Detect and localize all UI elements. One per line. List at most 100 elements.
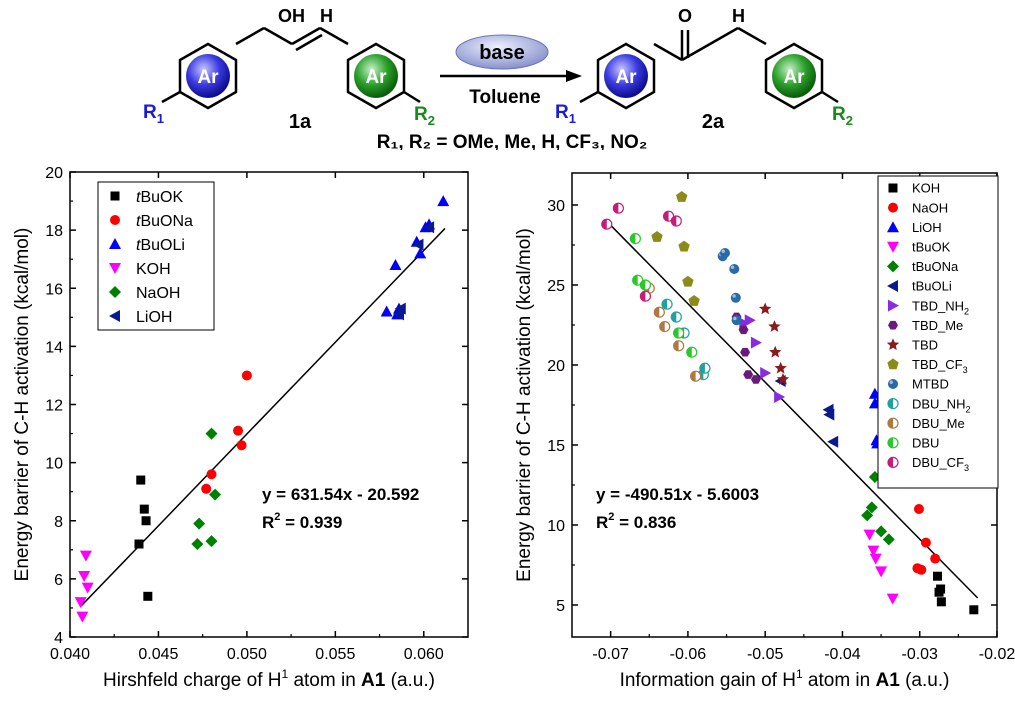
y-tick-label: 20 bbox=[547, 358, 565, 375]
y-tick-label: 4 bbox=[54, 630, 63, 647]
legend-item: tBuOLi bbox=[109, 237, 185, 254]
legend-item: TBD_CF3 bbox=[887, 357, 968, 375]
y-tick-label: 16 bbox=[45, 281, 63, 298]
legend-box bbox=[877, 175, 999, 489]
base-label: base bbox=[479, 42, 525, 64]
legend-item: TBD_Me bbox=[888, 318, 963, 333]
reaction-scheme: Ar R1 OH H Ar R2 1a base Toluene Ar R1 O bbox=[143, 6, 853, 150]
x-tick-label: 0.060 bbox=[404, 646, 444, 663]
data-point bbox=[673, 327, 685, 339]
y-axis-ticks: 4 6 8 10 12 14 16 18 20 bbox=[45, 165, 468, 647]
fit-equation: y = 631.54x - 20.592 bbox=[262, 485, 419, 504]
legend-item: LiOH bbox=[887, 220, 942, 235]
legend-item: LiOH bbox=[109, 309, 172, 326]
data-point bbox=[423, 221, 435, 234]
legend-marker bbox=[887, 398, 899, 410]
series-KOH bbox=[74, 550, 94, 623]
legend-marker bbox=[886, 338, 900, 351]
data-point bbox=[768, 320, 781, 332]
legend-marker bbox=[887, 437, 899, 449]
y-axis-label: Energy barrier of C-H activation (kcal/m… bbox=[514, 228, 535, 582]
legend-marker bbox=[888, 183, 898, 193]
data-point bbox=[869, 553, 882, 565]
data-point bbox=[201, 483, 212, 494]
legend-label: KOH bbox=[912, 181, 940, 196]
legend-label: DBU_CF3 bbox=[912, 455, 969, 473]
aryl-ring-left bbox=[604, 54, 648, 98]
series-DBU bbox=[629, 232, 698, 358]
data-point bbox=[688, 295, 700, 306]
o-label: O bbox=[678, 6, 692, 26]
data-point bbox=[731, 315, 742, 326]
data-point bbox=[639, 279, 652, 291]
legend-label: tBuONa bbox=[912, 259, 959, 274]
x-axis-ticks: 0.040 0.045 0.050 0.055 0.060 bbox=[50, 172, 444, 663]
data-point bbox=[936, 597, 946, 607]
data-point bbox=[699, 362, 711, 374]
r2-label: R2 bbox=[414, 104, 435, 128]
legend-item: MTBD bbox=[888, 377, 949, 392]
aryl-ring-left bbox=[186, 54, 230, 98]
y-tick-label: 25 bbox=[547, 278, 565, 295]
y-tick-label: 18 bbox=[45, 223, 63, 240]
data-point bbox=[601, 218, 613, 230]
data-point bbox=[776, 372, 790, 385]
y-tick-label: 20 bbox=[45, 165, 63, 182]
legend-marker bbox=[887, 260, 899, 273]
legend-item: tBuONa bbox=[887, 259, 959, 274]
data-point bbox=[720, 248, 730, 258]
chart-information-gain: -0.07 -0.06 -0.05 -0.04 -0.03 -0.02 5 10 15 20 25 3… bbox=[514, 172, 1015, 691]
chart-panel-hirshfeld: 0.040 0.045 0.050 0.055 0.060 4 6 8 10 12 14 16 18 20… bbox=[0, 150, 500, 704]
x-tick-label: 0.055 bbox=[315, 646, 355, 663]
legend-marker bbox=[888, 320, 898, 330]
data-point bbox=[141, 516, 151, 526]
legend-label: TBD_Me bbox=[912, 318, 963, 333]
series-NaOH bbox=[912, 504, 941, 575]
legend-label: tBuOK bbox=[136, 189, 183, 206]
r-squared: R2 = 0.939 bbox=[262, 511, 342, 532]
data-point bbox=[236, 440, 247, 451]
data-point bbox=[205, 535, 218, 548]
legend-label: TBD bbox=[912, 337, 938, 352]
data-point bbox=[437, 195, 450, 207]
series-MTBD bbox=[717, 248, 742, 326]
legend-marker bbox=[110, 191, 120, 201]
data-point bbox=[774, 391, 786, 403]
legend-item: KOH bbox=[888, 181, 940, 196]
legend-label: DBU_Me bbox=[912, 416, 965, 431]
legend-marker bbox=[888, 299, 899, 312]
data-point bbox=[760, 367, 772, 379]
y-tick-label: 15 bbox=[547, 438, 565, 455]
legend-item: DBU_Me bbox=[887, 416, 965, 431]
legend-label: TBD_NH2 bbox=[912, 298, 969, 316]
h-label-left: H bbox=[320, 6, 333, 26]
ring-label: Ar bbox=[365, 67, 387, 88]
y-tick-label: 6 bbox=[54, 572, 63, 589]
data-point bbox=[241, 370, 252, 381]
legend-marker bbox=[109, 310, 120, 322]
x-tick-label: 0.040 bbox=[50, 646, 90, 663]
data-point bbox=[882, 533, 895, 546]
r-squared: R2 = 0.836 bbox=[596, 511, 676, 532]
data-point bbox=[916, 564, 927, 575]
series-TBD_NH2 bbox=[739, 314, 786, 403]
fit-line bbox=[606, 220, 979, 599]
data-point bbox=[191, 538, 204, 550]
data-point bbox=[827, 435, 839, 448]
data-point bbox=[875, 566, 888, 578]
legend-label: TBD_CF3 bbox=[912, 357, 968, 375]
data-point bbox=[886, 593, 899, 605]
data-point bbox=[209, 488, 222, 501]
series-tBuONa bbox=[201, 370, 252, 494]
legend-marker bbox=[109, 238, 121, 249]
x-tick-label: -0.05 bbox=[747, 646, 784, 663]
data-point bbox=[682, 275, 694, 287]
legend-label: tBuOLi bbox=[136, 237, 185, 254]
data-point bbox=[930, 553, 941, 564]
legend-box bbox=[97, 181, 215, 331]
x-tick-label: -0.04 bbox=[824, 646, 861, 663]
data-point bbox=[861, 509, 874, 522]
legend-marker bbox=[109, 263, 121, 274]
data-point bbox=[639, 290, 652, 302]
h-label-right: H bbox=[732, 6, 745, 26]
